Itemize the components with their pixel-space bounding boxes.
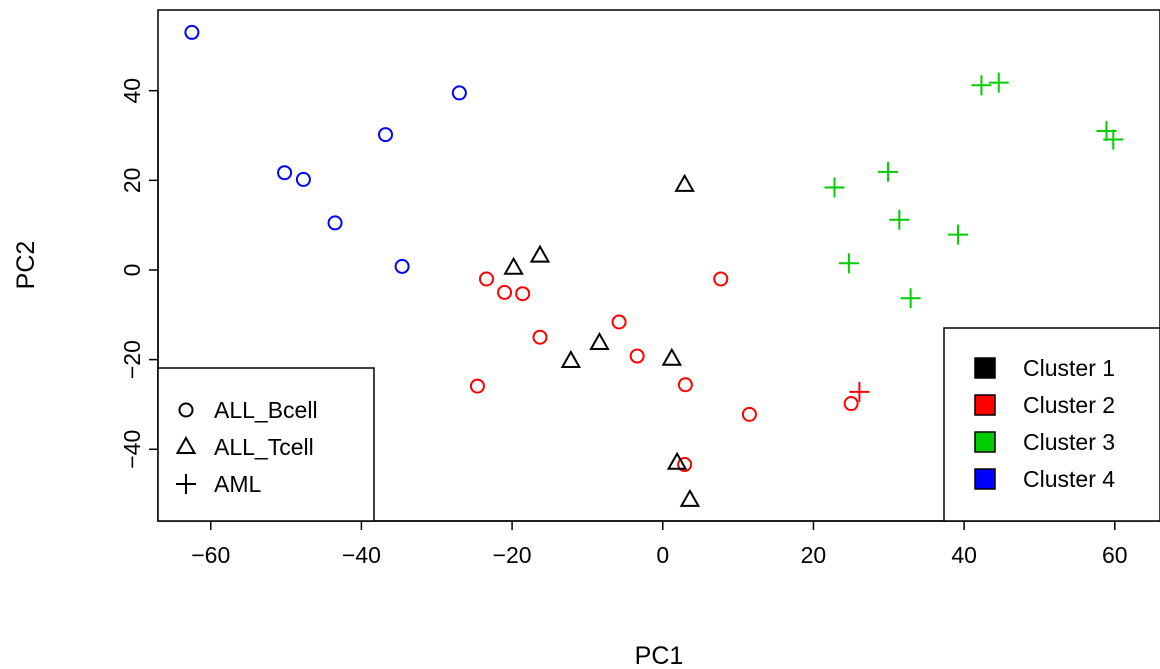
data-points [184, 24, 1124, 507]
data-point-circle [478, 271, 494, 287]
shape-legend-label: AML [214, 471, 262, 497]
shape-legend-box [157, 367, 375, 522]
x-tick-label: −20 [493, 542, 532, 568]
data-point-triangle [503, 256, 524, 275]
data-point-circle [677, 377, 693, 393]
legend-circle-icon [178, 402, 194, 418]
color-legend-label: Cluster 3 [1023, 429, 1115, 455]
legend-color-swatch [974, 357, 996, 379]
data-point-plus [988, 72, 1009, 93]
x-tick-label: −60 [191, 542, 230, 568]
data-point-circle [469, 378, 485, 394]
y-axis: −40 −20 0 20 40 [119, 78, 159, 469]
legend-triangle-icon [175, 435, 197, 454]
y-tick-label: 0 [119, 264, 145, 277]
data-point-circle [677, 457, 693, 473]
data-point-circle [327, 215, 343, 231]
x-tick-label: −40 [342, 542, 381, 568]
data-point-circle [629, 348, 645, 364]
y-tick-label: 40 [119, 78, 145, 104]
legend-color-swatch [974, 431, 996, 453]
data-point-triangle [666, 451, 688, 470]
data-point-plus [1103, 129, 1124, 150]
data-point-triangle [679, 488, 701, 507]
shape-legend-label: ALL_Tcell [214, 434, 314, 460]
shape-legend-label: ALL_Bcell [214, 397, 318, 423]
x-tick-label: 20 [801, 542, 827, 568]
data-point-triangle [661, 347, 683, 366]
x-axis: −60 −40 −20 0 20 40 60 [191, 520, 1128, 568]
data-point-circle [295, 171, 311, 187]
data-point-circle [515, 286, 531, 302]
data-point-plus [948, 224, 969, 245]
data-point-triangle [674, 173, 695, 192]
data-point-circle [532, 329, 548, 345]
y-tick-label: −20 [119, 340, 145, 379]
data-point-circle [184, 24, 200, 40]
data-point-plus [900, 288, 921, 309]
legend-color-swatch [974, 468, 996, 490]
data-point-circle [611, 314, 627, 330]
color-legend-label: Cluster 4 [1023, 466, 1115, 492]
data-point-circle [451, 85, 467, 101]
data-point-circle [394, 258, 410, 274]
data-point-plus [889, 209, 910, 230]
data-point-circle [378, 127, 394, 143]
y-tick-label: 20 [119, 168, 145, 194]
data-point-triangle [589, 332, 610, 351]
color-legend-label: Cluster 2 [1023, 392, 1115, 418]
x-tick-label: 0 [656, 542, 669, 568]
data-point-plus [878, 161, 899, 182]
x-tick-label: 40 [951, 542, 977, 568]
x-axis-label: PC1 [635, 642, 684, 669]
y-axis-label: PC2 [12, 241, 40, 290]
legend-color-swatch [974, 394, 996, 416]
color-legend: Cluster 1 Cluster 2 Cluster 3 Cluster 4 [943, 327, 1160, 522]
data-point-plus [971, 75, 992, 96]
data-point-circle [497, 284, 513, 300]
data-point-plus [824, 177, 845, 198]
data-point-triangle [560, 349, 582, 368]
legend-plus-icon [176, 474, 196, 494]
data-point-circle [843, 396, 859, 412]
x-tick-label: 60 [1102, 542, 1128, 568]
data-point-circle [713, 271, 729, 287]
color-legend-label: Cluster 1 [1023, 355, 1115, 381]
data-point-circle [277, 165, 293, 181]
y-tick-label: −40 [119, 430, 145, 469]
data-point-plus [849, 381, 870, 402]
data-point-triangle [529, 244, 551, 263]
data-point-plus [838, 253, 859, 274]
shape-legend: ALL_Bcell ALL_Tcell AML [157, 367, 375, 522]
data-point-circle [741, 406, 757, 422]
